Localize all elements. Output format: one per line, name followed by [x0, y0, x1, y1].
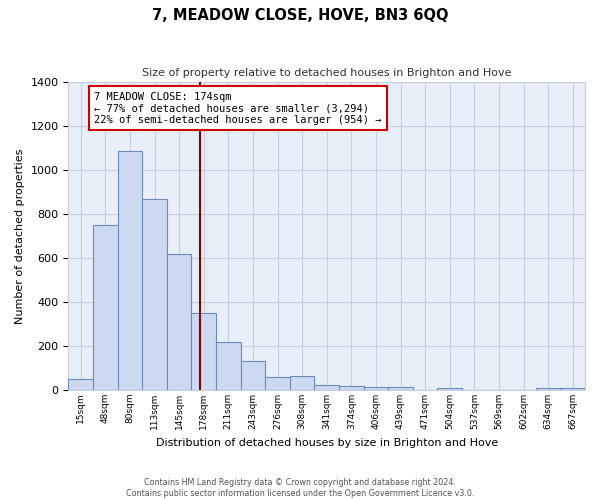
Bar	[93, 225, 118, 390]
Bar	[68, 379, 93, 390]
Text: 7 MEADOW CLOSE: 174sqm
← 77% of detached houses are smaller (3,294)
22% of semi-: 7 MEADOW CLOSE: 174sqm ← 77% of detached…	[94, 92, 382, 125]
Bar	[388, 386, 413, 390]
Bar	[536, 388, 560, 390]
Bar	[314, 384, 339, 390]
Y-axis label: Number of detached properties: Number of detached properties	[15, 148, 25, 324]
Bar	[118, 150, 142, 390]
X-axis label: Distribution of detached houses by size in Brighton and Hove: Distribution of detached houses by size …	[155, 438, 498, 448]
Bar	[142, 199, 167, 390]
Bar	[437, 388, 462, 390]
Bar	[290, 376, 314, 390]
Bar	[560, 388, 585, 390]
Bar	[265, 377, 290, 390]
Bar	[364, 386, 388, 390]
Bar	[241, 361, 265, 390]
Bar	[167, 254, 191, 390]
Text: 7, MEADOW CLOSE, HOVE, BN3 6QQ: 7, MEADOW CLOSE, HOVE, BN3 6QQ	[152, 8, 448, 22]
Bar	[216, 342, 241, 390]
Text: Contains HM Land Registry data © Crown copyright and database right 2024.
Contai: Contains HM Land Registry data © Crown c…	[126, 478, 474, 498]
Bar	[339, 386, 364, 390]
Title: Size of property relative to detached houses in Brighton and Hove: Size of property relative to detached ho…	[142, 68, 511, 78]
Bar	[191, 313, 216, 390]
